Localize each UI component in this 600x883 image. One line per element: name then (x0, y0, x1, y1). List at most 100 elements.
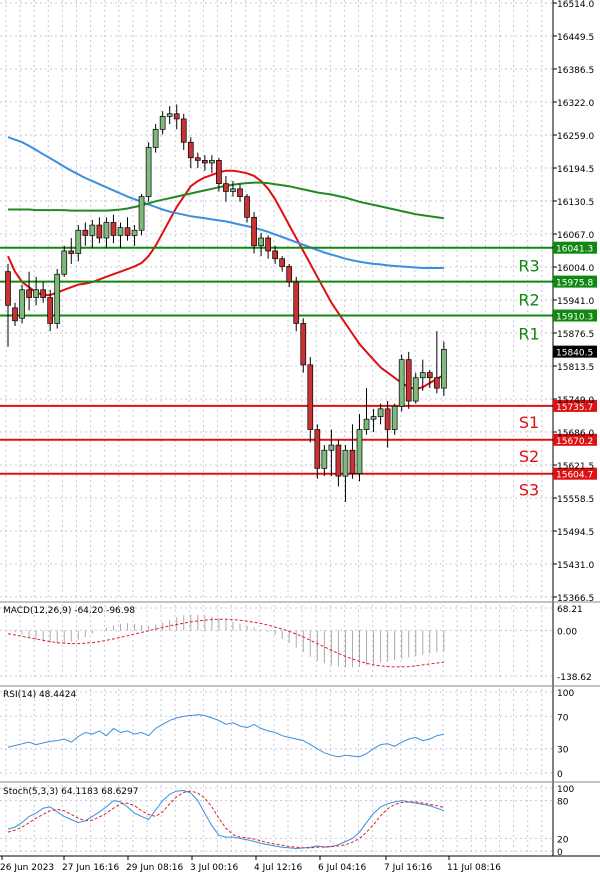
candle-down (201, 160, 208, 164)
candle-down (335, 444, 342, 477)
level-price-tag-text: 15975.8 (556, 279, 593, 289)
price-tags: 16041.3 15975.8 15910.3 15735.7 15670.2 15604… (553, 241, 597, 481)
rsi-title: RSI(14) 48.4424 (3, 690, 76, 700)
candle-down (349, 449, 356, 474)
candle-down (110, 222, 117, 236)
candle-down (286, 266, 293, 283)
candle-up (166, 113, 173, 117)
candle-up (230, 188, 236, 192)
price-tick-label: 15621.5 (557, 462, 594, 472)
price-tick-label: 16194.5 (557, 165, 594, 175)
chart-labels: 16514.0 16449.5 16386.5 16322.0 16259.0 16194… (0, 0, 594, 873)
candle-down (187, 141, 194, 159)
time-axis-label: 29 Jun 08:16 (126, 863, 183, 873)
level-price-tag-text: 15670.2 (556, 437, 593, 447)
candle-down (68, 250, 75, 254)
candle-up (61, 250, 68, 275)
candle-down (251, 216, 257, 247)
price-tick-label: 16259.0 (557, 132, 594, 142)
candle-up (328, 444, 335, 451)
price-tick-label: 16130.5 (557, 198, 594, 208)
candle-up (209, 160, 215, 164)
moving-average-line-1 (7, 169, 445, 391)
candle-down (237, 188, 243, 197)
price-tick-label: 16386.5 (557, 66, 594, 76)
stoch-tick-label: 80 (557, 798, 569, 808)
price-tick-label: 16322.0 (557, 99, 594, 109)
price-tick-label: 16449.5 (557, 33, 594, 43)
level-label: R2 (518, 291, 539, 310)
rsi-tick-label: 0 (557, 770, 563, 780)
candle-down (426, 372, 433, 379)
candle-up (89, 224, 96, 236)
candle-down (47, 297, 54, 324)
candle-down (40, 289, 47, 298)
candle-down (82, 229, 89, 236)
candle-down (194, 157, 201, 161)
candle-up (321, 449, 328, 469)
price-tick-label: 15558.5 (557, 495, 594, 505)
level-price-tag-text: 15910.3 (556, 313, 593, 323)
price-tick-label: 15749.0 (557, 396, 594, 406)
candle-down (173, 113, 180, 120)
candle-up (398, 359, 405, 407)
stoch-title: Stoch(5,3,3) 64.1183 68.6297 (3, 787, 138, 797)
price-tick-label: 15941.0 (557, 297, 594, 307)
price-tick-label: 16004.0 (557, 264, 594, 274)
candle-down (96, 224, 103, 239)
time-axis-label: 3 Jul 00:16 (190, 863, 239, 873)
macd-tick-label: 68.21 (557, 605, 583, 615)
level-price-tag-text: 15735.7 (556, 403, 593, 413)
candle-up (419, 372, 426, 379)
candle-up (377, 408, 384, 417)
candle-up (258, 237, 264, 247)
stoch-tick-label: 0 (557, 848, 563, 858)
stoch-panel (7, 789, 445, 850)
candle-up (342, 449, 349, 477)
axes (0, 0, 600, 860)
candle-up (152, 128, 159, 148)
rsi-panel (7, 714, 445, 758)
candle-down (5, 271, 11, 306)
level-price-tag (553, 275, 597, 288)
pivot-levels: R3 R2 R1 S1 S2 S3 (0, 246, 553, 500)
level-label: S1 (519, 413, 539, 432)
price-tick-label: 15876.5 (557, 330, 594, 340)
candle-up (370, 416, 377, 420)
candle-down (279, 258, 286, 267)
candle-down (216, 160, 222, 185)
rsi-tick-label: 70 (557, 713, 569, 723)
candle-up (33, 289, 39, 298)
price-tick-label: 16067.0 (557, 231, 594, 241)
level-label: R1 (518, 325, 539, 344)
level-price-tag (553, 309, 597, 322)
candle-down (12, 307, 18, 322)
candle-up (363, 418, 370, 430)
price-tick-label: 15813.5 (557, 363, 594, 373)
candle-down (307, 364, 314, 430)
level-label: R3 (518, 257, 539, 276)
candle-down (223, 183, 229, 192)
stoch-d-line (7, 790, 445, 849)
rsi-line (7, 714, 445, 758)
candle-up (75, 229, 82, 254)
level-price-tag (553, 399, 597, 412)
candle-up (131, 229, 138, 236)
time-axis-label: 11 Jul 08:16 (447, 863, 501, 873)
current-price-tag-text: 15840.5 (556, 349, 593, 359)
candle-up (145, 147, 152, 197)
macd-signal-line (7, 618, 444, 668)
candle-down (314, 429, 321, 469)
candle-up (19, 289, 25, 319)
rsi-tick-label: 100 (557, 689, 574, 699)
candle-down (384, 408, 391, 430)
rsi-tick-label: 30 (557, 746, 569, 756)
level-price-tag (553, 433, 597, 446)
candle-down (433, 377, 440, 389)
time-axis-label: 27 Jun 16:16 (62, 863, 119, 873)
price-tick-label: 15686.0 (557, 429, 594, 439)
grid-lines (0, 0, 553, 853)
macd-panel (7, 614, 445, 668)
